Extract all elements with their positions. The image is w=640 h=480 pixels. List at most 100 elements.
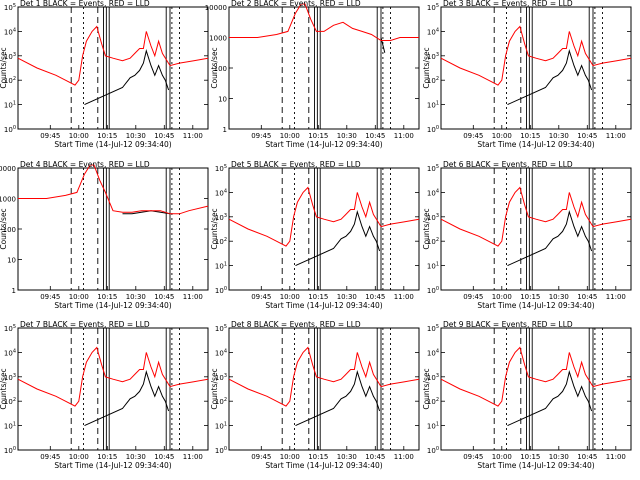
x-tick-label: 09:45 (463, 293, 483, 301)
x-tick-label: 10:15 (308, 132, 328, 140)
y-tick-label: 104 (4, 27, 16, 36)
x-tick-label: 10:00 (492, 453, 512, 461)
x-tick-label: 09:45 (251, 453, 271, 461)
y-tick-label: 103 (427, 373, 439, 382)
plot-frame (440, 327, 632, 451)
y-tick-label: 100 (427, 286, 439, 295)
x-axis-label: Start Time (14-Jul-12 09:34:40) (54, 301, 171, 310)
x-tick-label: 11:00 (394, 293, 414, 301)
panel-det-7: 100 101 102 103 104 105 09:45 10:00 10:15 10:30 10… (0, 320, 209, 470)
y-tick-label: 100 (3, 226, 16, 234)
y-tick-label: 10000 (205, 4, 227, 12)
events-series-line (507, 210, 593, 267)
x-tick-label: 10:45 (154, 132, 174, 140)
x-tick-label: 10:15 (308, 293, 328, 301)
x-tick-label: 10:00 (69, 132, 89, 140)
y-tick-label: 102 (427, 76, 439, 85)
y-tick-label: 102 (4, 397, 16, 406)
y-tick-label: 105 (4, 324, 16, 333)
y-tick-label: 103 (215, 213, 227, 222)
x-tick-label: 10:45 (365, 132, 385, 140)
y-tick-label: 102 (215, 237, 227, 246)
panel-det-8: 100 101 102 103 104 105 09:45 10:00 10:15 10:30 10… (210, 320, 420, 470)
y-tick-label: 101 (427, 262, 439, 271)
y-tick-label: 10000 (0, 165, 16, 173)
events-series-line (84, 49, 170, 106)
x-tick-label: 10:30 (337, 453, 357, 461)
x-tick-label: 10:15 (520, 293, 540, 301)
x-tick-label: 10:30 (549, 132, 569, 140)
y-tick-label: 103 (427, 213, 439, 222)
y-tick-label: 104 (4, 348, 16, 357)
panel-title: Det 8 BLACK = Events, RED = LLD (231, 320, 361, 329)
y-axis-label: Counts/sec (422, 368, 431, 409)
x-tick-label: 09:45 (40, 132, 60, 140)
lld-series-line (228, 346, 420, 407)
plot-frame (228, 327, 420, 451)
x-tick-label: 09:45 (251, 293, 271, 301)
x-tick-label: 11:00 (183, 453, 203, 461)
plot-frame (440, 167, 632, 291)
x-tick-label: 11:00 (394, 453, 414, 461)
y-tick-label: 105 (4, 3, 16, 12)
x-tick-label: 09:45 (40, 453, 60, 461)
y-tick-label: 102 (427, 237, 439, 246)
y-tick-label: 105 (215, 324, 227, 333)
y-axis-label: Counts/sec (210, 47, 219, 88)
y-tick-label: 105 (215, 164, 227, 173)
panel-det-2: 1 10 100 1000 10000 09:45 10:00 10:15 10:30 10:45… (205, 0, 420, 149)
y-tick-label: 100 (427, 446, 439, 455)
x-tick-label: 10:00 (492, 132, 512, 140)
x-tick-label: 11:00 (606, 453, 626, 461)
x-tick-label: 11:00 (183, 293, 203, 301)
y-tick-label: 103 (215, 373, 227, 382)
y-tick-label: 100 (4, 446, 16, 455)
x-tick-label: 11:00 (183, 132, 203, 140)
x-axis-label: Start Time (14-Jul-12 09:34:40) (54, 461, 171, 470)
x-tick-label: 10:15 (308, 453, 328, 461)
events-series-line (295, 370, 381, 427)
plot-frame (440, 6, 632, 130)
y-tick-label: 1000 (209, 35, 227, 43)
y-tick-label: 101 (215, 422, 227, 431)
x-tick-label: 10:45 (154, 453, 174, 461)
events-series-line (122, 210, 171, 215)
x-tick-label: 10:45 (577, 293, 597, 301)
panel-title: Det 9 BLACK = Events, RED = LLD (443, 320, 573, 329)
panel-title: Det 4 BLACK = Events, RED = LLD (20, 160, 150, 169)
x-tick-label: 10:45 (577, 453, 597, 461)
x-tick-label: 10:15 (97, 293, 117, 301)
lld-series-line (228, 186, 420, 247)
y-tick-label: 100 (215, 446, 227, 455)
x-tick-label: 10:30 (549, 453, 569, 461)
y-tick-label: 100 (215, 286, 227, 295)
y-tick-label: 103 (4, 373, 16, 382)
y-tick-label: 104 (427, 348, 439, 357)
plot-frame (228, 167, 420, 291)
panel-det-9: 100 101 102 103 104 105 09:45 10:00 10:15 10:30 10… (422, 320, 632, 470)
x-tick-label: 10:00 (492, 293, 512, 301)
x-tick-label: 10:00 (69, 293, 89, 301)
y-tick-label: 105 (427, 164, 439, 173)
x-tick-label: 09:45 (40, 293, 60, 301)
x-axis-label: Start Time (14-Jul-12 09:34:40) (477, 461, 594, 470)
x-axis-label: Start Time (14-Jul-12 09:34:40) (477, 140, 594, 149)
x-axis-label: Start Time (14-Jul-12 09:34:40) (265, 140, 382, 149)
y-axis-label: Counts/sec (210, 368, 219, 409)
y-tick-label: 103 (4, 52, 16, 61)
y-axis-label: Counts/sec (0, 47, 8, 88)
y-axis-label: Counts/sec (210, 208, 219, 249)
x-tick-label: 10:30 (337, 293, 357, 301)
y-tick-label: 100 (427, 125, 439, 134)
x-tick-label: 09:45 (251, 132, 271, 140)
x-tick-label: 10:00 (280, 453, 300, 461)
y-tick-label: 104 (215, 348, 227, 357)
x-tick-label: 10:15 (97, 453, 117, 461)
panel-det-6: 100 101 102 103 104 105 09:45 10:00 10:15 10:30 10… (422, 160, 632, 310)
panel-title: Det 2 BLACK = Events, RED = LLD (231, 0, 361, 8)
y-tick-label: 104 (427, 188, 439, 197)
panel-det-3: 100 101 102 103 104 105 09:45 10:00 10:15 10:30 10… (422, 0, 632, 149)
x-tick-label: 10:30 (549, 293, 569, 301)
events-series-line (84, 370, 170, 427)
